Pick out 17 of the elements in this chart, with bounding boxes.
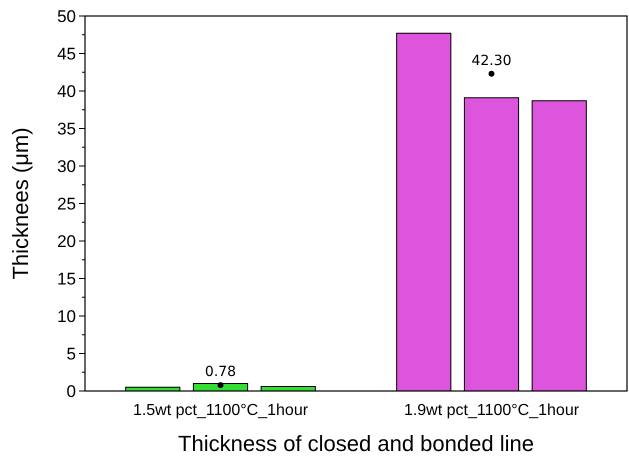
y-tick-label: 15 — [57, 269, 76, 288]
data-label: 42.30 — [471, 52, 512, 69]
y-axis-title: Thicknees (μm) — [8, 127, 33, 280]
y-tick-label: 10 — [57, 306, 76, 326]
x-axis-title: Thickness of closed and bonded line — [178, 431, 534, 456]
y-tick-label: 40 — [57, 82, 76, 101]
data-label: 0.78 — [204, 364, 236, 380]
x-tick-label: 1.5wt pct_1100°C_1hour — [132, 402, 309, 419]
y-tick-label: 20 — [57, 232, 76, 251]
y-tick-label: 5 — [66, 344, 76, 364]
y-tick-label: 0 — [66, 382, 76, 401]
y-tick-label: 30 — [57, 156, 76, 176]
y-tick-label: 50 — [57, 6, 76, 26]
y-tick-label: 25 — [57, 194, 76, 214]
y-tick-label: 35 — [57, 119, 76, 138]
y-tick-label: 45 — [57, 44, 76, 64]
x-tick-label: 1.9wt pct_1100°C_1hour — [404, 402, 580, 419]
